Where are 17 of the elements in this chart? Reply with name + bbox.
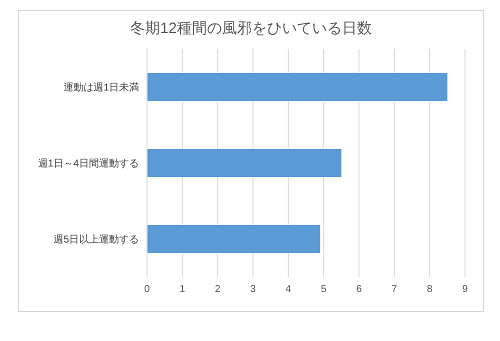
y-tick-label: 週1日～4日間運動する [38, 158, 139, 170]
y-tick-label: 週5日以上運動する [53, 234, 139, 246]
x-tick-label: 7 [392, 284, 398, 296]
x-tick-label: 9 [462, 284, 468, 296]
x-tick-label: 1 [180, 284, 186, 296]
x-tick-label: 4 [286, 284, 292, 296]
chart-title: 冬期12種間の風邪をひいている日数 [129, 19, 373, 39]
x-tick-label: 3 [250, 284, 256, 296]
x-tick-label: 6 [356, 284, 362, 296]
x-tick-label: 8 [426, 284, 433, 296]
y-tick-label: 運動は週1日未満 [63, 82, 139, 94]
x-tick-label: 0 [144, 284, 150, 296]
x-tick-label: 5 [320, 284, 327, 296]
bar [147, 73, 448, 101]
bar [147, 149, 342, 177]
bar [147, 225, 320, 253]
x-tick-label: 2 [214, 284, 221, 296]
